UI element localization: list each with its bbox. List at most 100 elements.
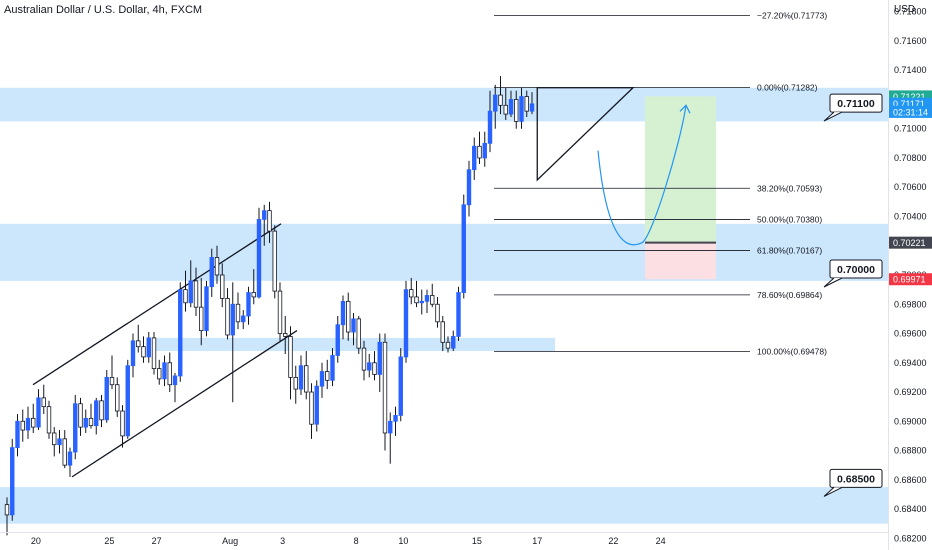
candle-body — [267, 210, 272, 232]
candle-body — [330, 355, 335, 381]
candle-body — [67, 451, 73, 466]
sr-zone — [154, 337, 555, 352]
candle-body — [430, 295, 435, 305]
price-badge-text: 02:31:14 — [893, 107, 928, 117]
candle-body — [356, 318, 361, 349]
fib-level-label: 38.20%(0.70593) — [757, 183, 822, 193]
time-tick-label: 22 — [608, 536, 618, 546]
price-badge-text: 0.69971 — [893, 275, 926, 285]
level-callout-pointer — [823, 277, 843, 288]
time-tick-label: 20 — [31, 536, 41, 546]
price-tick-label: 0.70600 — [894, 182, 927, 192]
candle-body — [167, 362, 172, 386]
candle-body — [466, 169, 472, 206]
candle-body — [15, 420, 20, 449]
stop-zone — [645, 242, 716, 280]
candle-body — [461, 204, 466, 293]
price-tick-label: 0.69200 — [894, 387, 927, 397]
level-callout-pointer — [823, 486, 843, 497]
candle-body — [94, 400, 99, 427]
candle-body — [529, 103, 535, 112]
fib-level-label: 50.00%(0.70380) — [757, 214, 822, 224]
candle-body — [209, 257, 214, 288]
level-callout-pointer — [823, 111, 843, 122]
price-tick-label: 0.69000 — [894, 416, 927, 426]
price-tick-label: 0.69800 — [894, 299, 927, 309]
fib-level-label: 61.80%(0.70167) — [757, 246, 822, 256]
candle-body — [409, 289, 414, 298]
candle-body — [199, 306, 204, 331]
price-tick-label: 0.71800 — [894, 7, 927, 17]
candle-body — [130, 340, 136, 367]
level-callout-box[interactable] — [829, 93, 883, 113]
price-badge-text: 0.71221 — [893, 92, 926, 102]
candle-body — [183, 289, 188, 304]
candle-body — [293, 376, 298, 390]
candle-body — [435, 303, 440, 323]
candle-body — [235, 303, 241, 323]
price-badge-text: 0.71171 — [893, 99, 925, 109]
level-callout-box[interactable] — [829, 259, 883, 279]
price-tick-label: 0.71600 — [894, 36, 927, 46]
candle-body — [136, 340, 141, 348]
candle-body — [251, 292, 256, 298]
time-tick-label: 27 — [152, 536, 162, 546]
candle-body — [277, 290, 283, 334]
candle-body — [487, 110, 493, 144]
time-tick-label: 8 — [354, 536, 359, 546]
candle-body — [41, 397, 46, 408]
candle-body — [172, 375, 178, 386]
price-tick-label: 0.71000 — [894, 124, 927, 134]
candle-body — [262, 210, 267, 220]
level-callout-box[interactable] — [829, 468, 883, 488]
candle-body — [241, 315, 246, 323]
level-callout-text: 0.71100 — [837, 98, 875, 110]
price-axis-divider — [888, 0, 889, 550]
price-tick-label: 0.69400 — [894, 358, 927, 368]
time-tick-label: 3 — [280, 536, 285, 546]
time-tick-label: 10 — [398, 536, 408, 546]
candle-body — [346, 300, 351, 333]
candle-body — [288, 336, 293, 378]
price-tick-label: 0.70400 — [894, 211, 927, 221]
price-badge-text: 0.70221 — [893, 238, 926, 248]
candle-body — [508, 99, 514, 115]
price-badge — [889, 236, 932, 249]
candle-body — [204, 286, 209, 331]
level-callout-text: 0.70000 — [837, 264, 875, 276]
candle-body — [325, 371, 330, 381]
time-tick-label: Aug — [222, 536, 238, 546]
chart-title: Australian Dollar / U.S. Dollar, 4h, FXC… — [4, 4, 203, 16]
candle-body — [120, 410, 125, 437]
price-badge — [889, 105, 932, 118]
projection-curve — [597, 105, 687, 246]
candle-body — [351, 318, 356, 333]
currency-label: USD — [894, 4, 916, 15]
candle-body — [73, 403, 78, 453]
candle-body — [31, 417, 36, 428]
candle-body — [309, 391, 314, 425]
candle-body — [503, 104, 508, 115]
candle-body — [220, 274, 225, 299]
candle-body — [382, 341, 388, 434]
candle-body — [477, 145, 482, 159]
candle-body — [440, 321, 445, 343]
candle-body — [20, 420, 25, 431]
time-tick-label: 15 — [472, 536, 482, 546]
fib-level-label: 100.00%(0.69478) — [757, 346, 827, 356]
candle-body — [372, 362, 377, 375]
candle-body — [109, 376, 115, 386]
sr-zone — [0, 87, 888, 122]
candle-body — [83, 417, 88, 428]
candle-body — [445, 341, 451, 349]
candle-body — [146, 337, 151, 358]
candle-body — [52, 432, 57, 446]
candle-body — [36, 397, 41, 428]
candle-body — [377, 341, 382, 375]
triangle-pattern — [536, 87, 635, 182]
candle-body — [335, 324, 340, 356]
candle-body — [367, 362, 372, 371]
candle-body — [493, 94, 498, 112]
candle-body — [10, 447, 15, 516]
